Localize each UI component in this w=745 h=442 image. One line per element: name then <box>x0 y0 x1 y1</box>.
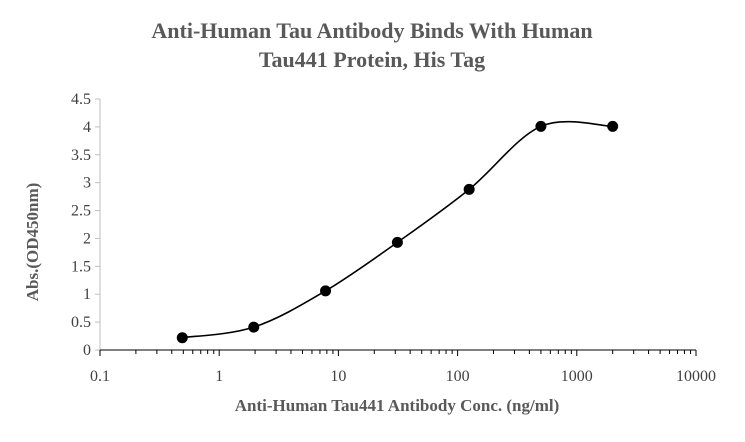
y-tick-label: 4 <box>83 119 91 136</box>
y-axis-title: Abs.(OD450nm) <box>23 183 42 302</box>
data-point <box>320 285 332 297</box>
data-point <box>248 321 260 333</box>
chart-title-line-2: Tau441 Protein, His Tag <box>259 47 485 72</box>
y-tick-label: 4.5 <box>71 91 91 108</box>
chart-title-line-1: Anti-Human Tau Antibody Binds With Human <box>151 18 592 43</box>
series-line <box>182 120 613 339</box>
x-tick-label: 1 <box>215 368 223 385</box>
y-tick-label: 0.5 <box>71 314 91 331</box>
x-tick-label: 100 <box>446 368 470 385</box>
y-tick-label: 1 <box>83 286 91 303</box>
y-tick-label: 3 <box>83 175 91 192</box>
x-tick-label: 0.1 <box>90 368 110 385</box>
data-point <box>463 183 475 195</box>
data-point <box>607 120 619 132</box>
y-tick-label: 0 <box>83 342 91 359</box>
y-tick-label: 2 <box>83 230 91 247</box>
y-tick-label: 1.5 <box>71 258 91 275</box>
plot-area: 0 0.5 1 1.5 2 2.5 3 3.5 4 4.5 0.1 1 10 100 1000 10000 <box>71 91 716 385</box>
y-tick-label: 3.5 <box>71 147 91 164</box>
data-point <box>535 120 547 132</box>
x-tick-label: 10000 <box>676 368 716 385</box>
y-tick-label: 2.5 <box>71 203 91 220</box>
x-axis-title: Anti-Human Tau441 Antibody Conc. (ng/ml) <box>235 396 560 415</box>
data-point <box>176 332 188 344</box>
x-tick-label: 1000 <box>561 368 593 385</box>
x-tick-label: 10 <box>330 368 346 385</box>
data-point <box>391 236 403 248</box>
